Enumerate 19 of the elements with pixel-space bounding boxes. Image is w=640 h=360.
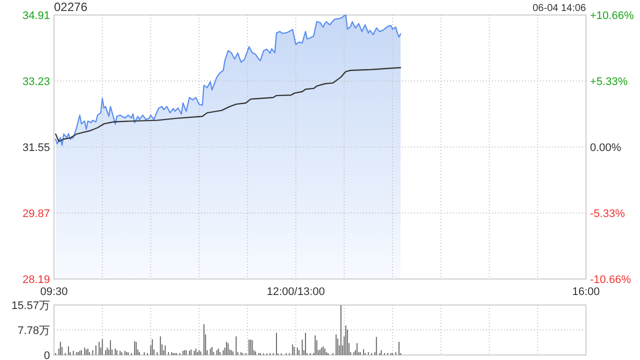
y2-tick-label: +5.33% [590, 76, 628, 88]
y-tick-label: 29.87 [22, 208, 50, 220]
y-tick-label: 7.78万 [18, 325, 50, 338]
y-tick-label: 28.19 [22, 274, 50, 286]
y2-tick-label: +10.66% [590, 10, 634, 22]
y2-tick-label: 0.00% [590, 142, 622, 154]
x-tick-label: 12:00/13:00 [266, 286, 325, 298]
y-tick-label: 0 [44, 350, 50, 360]
y-tick-label: 15.57万 [11, 300, 50, 312]
x-tick-label: 09:30 [40, 286, 68, 298]
line-series [55, 67, 402, 142]
chart-title: 02276 [54, 0, 88, 14]
y-tick-label: 31.55 [22, 142, 50, 154]
x-tick-label: 16:00 [572, 286, 600, 298]
y-tick-label: 34.91 [22, 10, 50, 22]
y-tick-label: 33.23 [22, 76, 50, 88]
y2-tick-label: -10.66% [590, 274, 632, 286]
text: 06-04 14:06 [532, 3, 586, 14]
y2-tick-label: -5.33% [590, 208, 626, 220]
